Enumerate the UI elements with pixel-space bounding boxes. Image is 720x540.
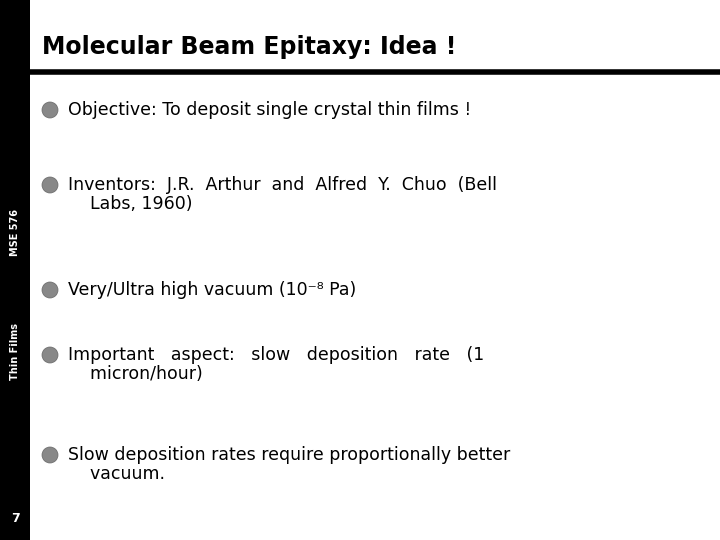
Text: Objective: To deposit single crystal thin films !: Objective: To deposit single crystal thi… — [68, 101, 472, 119]
Bar — [0, 0, 30, 540]
Text: micron/hour): micron/hour) — [68, 364, 203, 383]
Text: Molecular Beam Epitaxy: Idea !: Molecular Beam Epitaxy: Idea ! — [42, 35, 456, 59]
Text: MSE 576: MSE 576 — [10, 208, 20, 256]
Text: vacuum.: vacuum. — [68, 465, 165, 483]
Text: Labs, 1960): Labs, 1960) — [68, 195, 192, 213]
Text: Important   aspect:   slow   deposition   rate   (1: Important aspect: slow deposition rate (… — [68, 346, 485, 364]
Text: 7: 7 — [11, 512, 19, 525]
Text: Very/Ultra high vacuum (10⁻⁸ Pa): Very/Ultra high vacuum (10⁻⁸ Pa) — [68, 281, 356, 299]
Ellipse shape — [42, 102, 58, 118]
Text: Thin Films: Thin Films — [10, 322, 20, 380]
Ellipse shape — [42, 282, 58, 298]
Text: Inventors:  J.R.  Arthur  and  Alfred  Y.  Chuo  (Bell: Inventors: J.R. Arthur and Alfred Y. Chu… — [68, 176, 497, 194]
Ellipse shape — [42, 447, 58, 463]
Text: Slow deposition rates require proportionally better: Slow deposition rates require proportion… — [68, 446, 510, 464]
Ellipse shape — [42, 347, 58, 363]
Ellipse shape — [42, 177, 58, 193]
